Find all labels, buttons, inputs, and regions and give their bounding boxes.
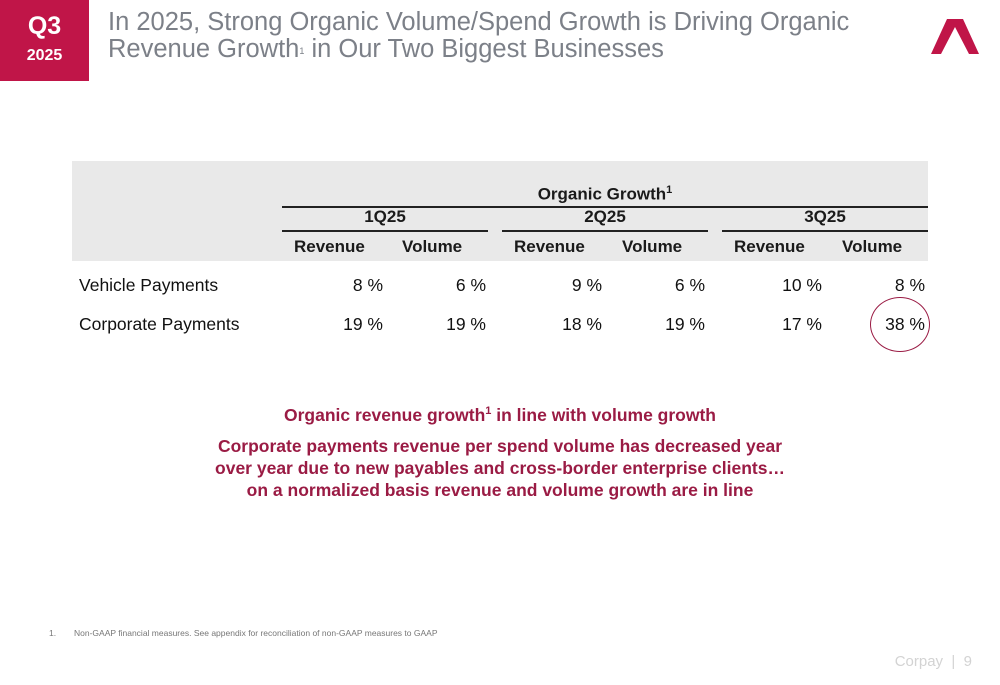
table-cell: 18 % (562, 314, 602, 334)
quarter-badge: Q3 2025 (0, 0, 89, 81)
title-line-1: In 2025, Strong Organic Volume/Spend Gro… (108, 8, 850, 36)
badge-quarter: Q3 (27, 12, 62, 40)
badge-year: 2025 (26, 47, 63, 64)
table-cell: 9 % (571, 275, 602, 295)
table-cell: 19 % (343, 314, 383, 334)
header-text: Organic Growth (537, 184, 667, 204)
table-cell: 6 % (455, 275, 486, 295)
table-cell: 19 % (665, 314, 705, 334)
column-header: Revenue (514, 237, 585, 256)
callout-text: Organic revenue growth (283, 404, 486, 425)
footer-separator: | (951, 653, 956, 670)
title-text: in Our Two Biggest Businesses (304, 35, 664, 63)
footnote: 1. Non-GAAP financial measures. See appen… (49, 628, 438, 638)
footnote-number: 1. (49, 628, 57, 638)
table-header-background (72, 161, 928, 261)
column-header: Volume (842, 237, 903, 256)
footnote-ref: 1 (666, 184, 673, 196)
period-divider (722, 230, 928, 232)
period-3q25: 3Q25 (804, 207, 846, 226)
column-header: Volume (402, 237, 463, 256)
table-cell: 6 % (674, 275, 705, 295)
column-header: Revenue (734, 237, 805, 256)
page-number: 9 (963, 653, 972, 670)
row-label: Corporate Payments (79, 314, 240, 334)
callout-paragraph: Corporate payments revenue per spend vol… (150, 435, 850, 501)
callout-line: Corporate payments revenue per spend vol… (217, 436, 783, 456)
title-line-2: Revenue Growth1 in Our Two Biggest Busin… (108, 36, 928, 65)
callout-line: over year due to new payables and cross-… (215, 458, 785, 478)
footnote-ref: 1 (299, 46, 305, 56)
table-cell: 17 % (782, 314, 822, 334)
footnote-text: Non-GAAP financial measures. See appendi… (74, 628, 438, 638)
page-title: In 2025, Strong Organic Volume/Spend Gro… (108, 9, 928, 65)
column-header: Revenue (294, 237, 365, 256)
period-divider (282, 230, 488, 232)
callout-text: in line with volume growth (491, 404, 716, 425)
table-cell: 8 % (352, 275, 383, 295)
period-1q25: 1Q25 (364, 207, 406, 226)
table-cell: 8 % (894, 275, 925, 295)
title-text: Revenue Growth (108, 35, 300, 63)
period-2q25: 2Q25 (584, 207, 626, 226)
period-divider (502, 230, 708, 232)
row-label: Vehicle Payments (79, 275, 219, 295)
table-cell: 19 % (446, 314, 486, 334)
callout-headline: Organic revenue growth1 in line with vol… (150, 400, 850, 426)
column-header: Volume (622, 237, 683, 256)
table-cell: 10 % (782, 275, 822, 295)
header-divider (282, 206, 928, 208)
footer-brand: Corpay (894, 653, 944, 670)
organic-growth-header: Organic Growth1 (282, 184, 928, 205)
page-footer: Corpay | 9 (895, 653, 972, 670)
highlight-circle (870, 297, 930, 352)
callout-line: on a normalized basis revenue and volume… (246, 480, 754, 500)
corpay-logo-icon (931, 19, 979, 54)
footnote-ref: 1 (485, 405, 492, 417)
